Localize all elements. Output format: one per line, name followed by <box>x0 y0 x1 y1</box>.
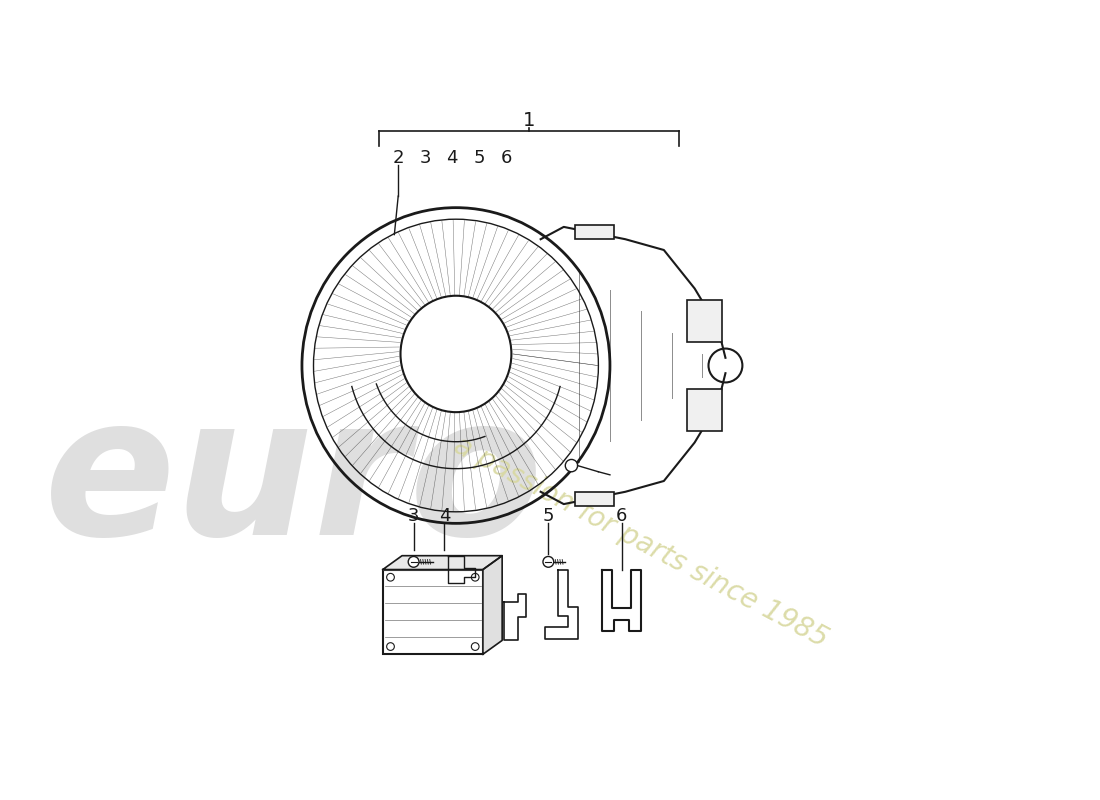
Ellipse shape <box>400 296 512 412</box>
Text: 4: 4 <box>439 506 450 525</box>
Text: 3: 3 <box>419 149 431 166</box>
Text: 2: 2 <box>393 149 404 166</box>
Bar <box>686 389 722 431</box>
Bar <box>383 570 483 654</box>
Text: 6: 6 <box>500 149 512 166</box>
Text: euro: euro <box>44 387 544 575</box>
Text: 1: 1 <box>522 111 536 130</box>
Text: 4: 4 <box>447 149 458 166</box>
Circle shape <box>543 557 553 567</box>
Text: 5: 5 <box>542 506 554 525</box>
Bar <box>575 492 614 506</box>
Bar <box>575 226 614 239</box>
Polygon shape <box>383 556 502 570</box>
Circle shape <box>408 557 419 567</box>
Polygon shape <box>483 556 502 654</box>
Text: 6: 6 <box>616 506 627 525</box>
Text: a passion for parts since 1985: a passion for parts since 1985 <box>449 432 833 654</box>
Bar <box>686 300 722 342</box>
Text: 5: 5 <box>473 149 485 166</box>
Circle shape <box>565 459 578 472</box>
Text: 3: 3 <box>408 506 419 525</box>
